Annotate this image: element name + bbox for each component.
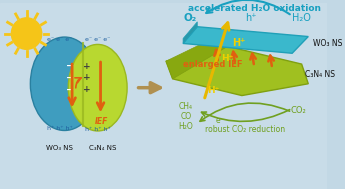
Text: −: − — [66, 61, 74, 71]
Polygon shape — [166, 34, 228, 79]
Ellipse shape — [30, 37, 99, 130]
Text: h⁺ h⁺ h⁺: h⁺ h⁺ h⁺ — [85, 126, 111, 132]
Polygon shape — [166, 46, 308, 96]
Text: CO₂: CO₂ — [291, 106, 307, 115]
Text: −: − — [66, 73, 74, 83]
Ellipse shape — [68, 44, 127, 131]
Text: CO: CO — [180, 112, 191, 121]
Text: −: − — [66, 85, 74, 95]
Text: WO₃ NS: WO₃ NS — [313, 39, 342, 48]
Text: H⁺: H⁺ — [232, 38, 246, 48]
Text: enlarged IEF: enlarged IEF — [183, 60, 243, 69]
Text: H⁺: H⁺ — [221, 54, 234, 63]
Text: IEF: IEF — [95, 117, 108, 126]
Text: +: + — [83, 85, 91, 94]
Text: +: + — [83, 62, 91, 70]
Text: +: + — [83, 73, 91, 82]
Text: WO₃ NS: WO₃ NS — [46, 145, 73, 151]
Text: H₂O: H₂O — [179, 122, 193, 131]
Text: e⁻ e⁻ e⁻: e⁻ e⁻ e⁻ — [85, 37, 110, 42]
Text: accelerated H₂O oxidation: accelerated H₂O oxidation — [188, 4, 321, 12]
Text: C₃N₄ NS: C₃N₄ NS — [305, 70, 335, 79]
Text: e⁻ e⁻ e⁻: e⁻ e⁻ e⁻ — [47, 37, 72, 42]
Text: CH₄: CH₄ — [179, 102, 193, 111]
Text: H₂O: H₂O — [292, 13, 311, 23]
Text: h⁺ h⁺ h⁺: h⁺ h⁺ h⁺ — [47, 125, 73, 131]
Text: h⁺: h⁺ — [246, 13, 257, 23]
Polygon shape — [183, 27, 308, 53]
Polygon shape — [183, 22, 197, 43]
Text: e⁻: e⁻ — [216, 116, 224, 125]
Text: O₂: O₂ — [183, 13, 196, 23]
Text: C₃N₄ NS: C₃N₄ NS — [89, 145, 116, 151]
Circle shape — [11, 18, 42, 49]
Text: robust CO₂ reduction: robust CO₂ reduction — [205, 125, 285, 135]
Text: H⁺: H⁺ — [207, 86, 219, 95]
